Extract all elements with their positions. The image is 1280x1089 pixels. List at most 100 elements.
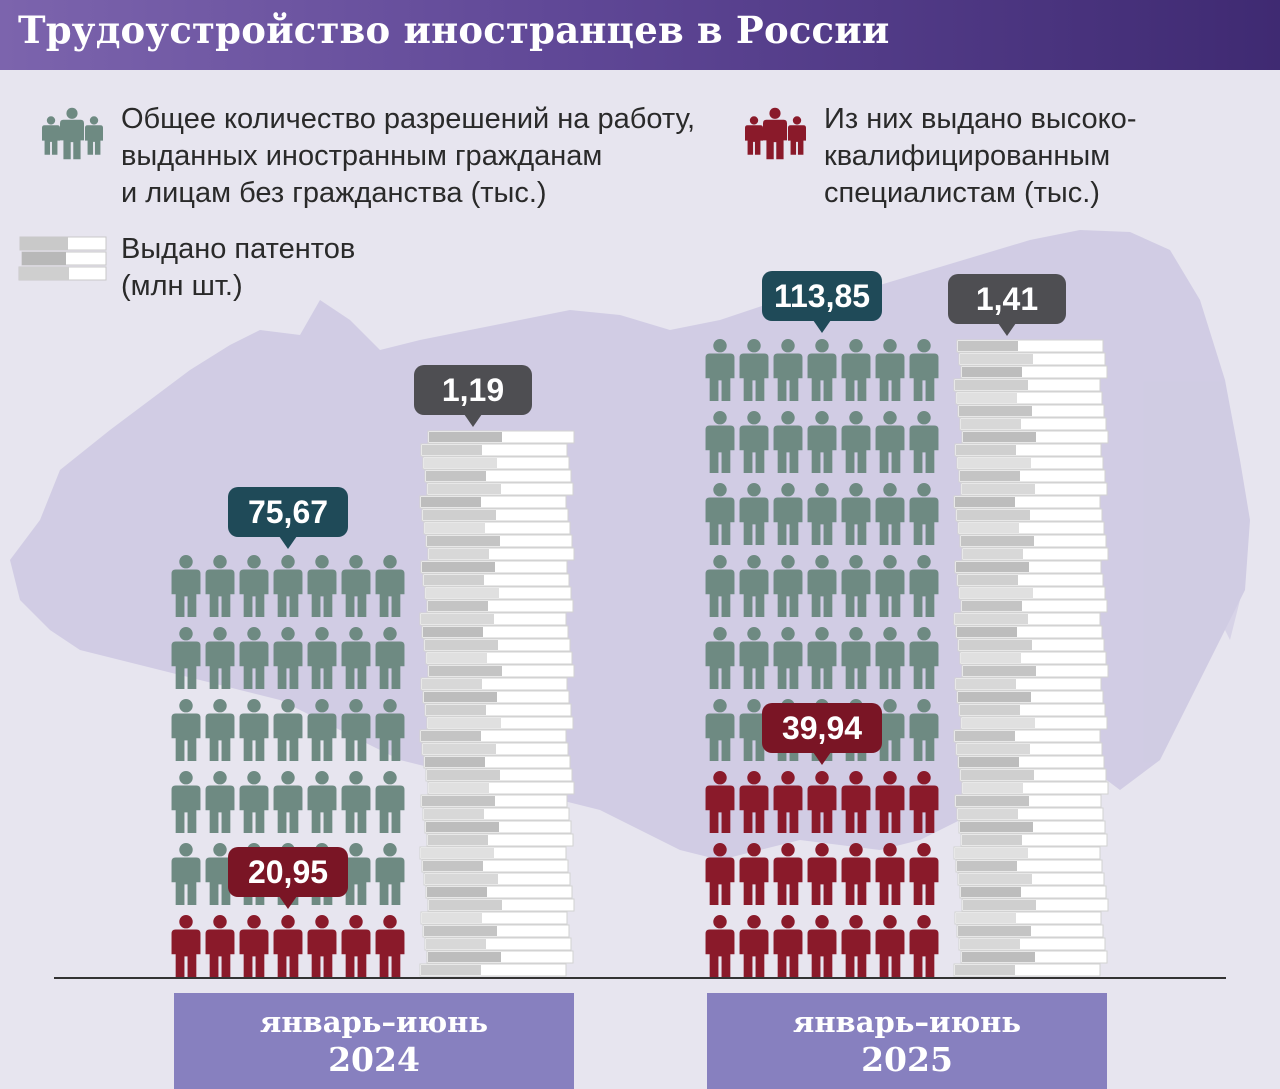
paper-sheet-shade [426,705,486,715]
paper-sheet-shade [960,705,1020,715]
paper-sheet-shade [428,718,501,728]
person-total-icon [205,771,235,833]
paper-sheet-shade [426,822,499,832]
paper-sheet-shade [963,900,1036,910]
paper-sheet-shade [422,913,482,923]
paper-sheet-shade [428,835,488,845]
paper-sheet-shade [962,835,1022,845]
paper-sheet-shade [429,549,489,559]
paper-sheet-shade [963,549,1023,559]
person-total-icon [375,843,405,905]
total-badge-1-box [762,271,882,321]
paper-sheet-shade [959,640,1032,650]
paper-sheet-shade [425,523,485,533]
chart-title: Трудоустройство иностранцев в России [18,8,890,52]
title-bar: Трудоустройство иностранцев в России [0,0,1280,70]
person-high-qualified-icon [341,915,371,977]
legend-paper-stack-icon [18,236,107,281]
person-total-icon [171,843,201,905]
paper-sheet-shade [963,432,1036,442]
paper-sheet-shade [960,939,1020,949]
paper-sheet-shade [424,458,497,468]
paper-sheet-shade [958,926,1031,936]
paper-sheet-shade [959,757,1019,767]
paper-sheet-shade [425,874,498,884]
paper-sheet-shade [955,731,1015,741]
paper-sheet-shade [427,887,487,897]
paper-sheet-shade [423,744,496,754]
paper-sheet-shade [957,861,1017,871]
person-high-qualified-icon [773,915,803,977]
person-high-qualified-icon [807,915,837,977]
paper-sheet-shade [955,848,1028,858]
paper-sheet-shade [961,770,1034,780]
period-year: 2025 [861,1040,953,1079]
period-2024: январь–июнь 2024 [174,993,574,1089]
person-high-qualified-icon [841,915,871,977]
person-high-qualified-icon [705,915,735,977]
paper-sheet-shade [424,692,497,702]
person-total-icon [375,771,405,833]
paper-sheet-shade [429,900,502,910]
paper-sheet-shade [957,393,1017,403]
person-high-qualified-icon [273,915,303,977]
paper-sheet-shade [959,874,1032,884]
paper-sheet-shade [424,926,497,936]
patent-badge-0-label: 1,19 [442,372,504,408]
person-total-icon [239,771,269,833]
legend-total-permits: Общее количество разрешений на работу, в… [121,103,696,209]
paper-sheet-shade [959,523,1019,533]
person-high-qualified-icon [205,915,235,977]
paper-sheet-shade [960,822,1033,832]
person-high-qualified-icon [807,843,837,905]
paper-sheet-shade [428,952,501,962]
paper-sheet-shade [962,952,1035,962]
paper-sheet-shade [962,718,1035,728]
paper-sheet-shade [429,783,489,793]
paper-sheet-shade [427,536,500,546]
paper-stack-0 [419,430,575,977]
paper-sheet-shade [423,627,483,637]
high-badge-1-box [762,703,882,753]
paper-sheet-shade [958,809,1018,819]
paper-sheet-shade [963,666,1036,676]
total-badge-1-pointer [813,320,831,333]
person-total-icon [171,771,201,833]
total-badge-0-pointer [279,536,297,549]
paper-sheet-shade [427,770,500,780]
period-label: январь–июнь [792,1005,1022,1039]
patent-badge-1-label: 1,41 [976,281,1038,317]
person-total-icon [273,771,303,833]
paper-sheet-shade [962,367,1022,377]
paper-sheet-shade [421,848,494,858]
paper-sheet-shade [424,575,484,585]
patent-badge-1-pointer [998,323,1016,336]
paper-sheet-shade [959,406,1032,416]
legend-high-qualified: Из них выдано высоко- квалифицированным … [824,103,1137,209]
legend-people-red-icon [745,107,806,160]
high-badge-0-pointer [279,896,297,909]
paper-sheet-shade [961,536,1034,546]
paper-sheet-shade [421,731,481,741]
paper-sheet-shade [961,653,1021,663]
paper-sheet-shade [961,887,1021,897]
paper-sheet-shade [422,562,495,572]
paper-sheet-shade [425,640,498,650]
person-high-qualified-icon [773,843,803,905]
paper-sheet-shade [421,497,481,507]
paper-sheet-shade [958,692,1031,702]
paper-sheet-shade [955,497,1015,507]
person-high-qualified-icon [239,915,269,977]
paper-sheet-shade [423,510,496,520]
paper-sheet-shade [426,471,486,481]
total-badge-1-label: 113,85 [774,278,870,314]
paper-sheet-shade [956,445,1016,455]
person-total-icon [205,699,235,761]
person-high-qualified-icon [909,915,939,977]
paper-sheet-shade [957,627,1017,637]
paper-sheet-shade [958,341,1018,351]
paper-sheet-shade [955,965,1015,975]
patent-badge-1: 1,41 [948,274,1066,336]
paper-sheet-shade [422,679,482,689]
paper-sheet-shade [421,965,481,975]
